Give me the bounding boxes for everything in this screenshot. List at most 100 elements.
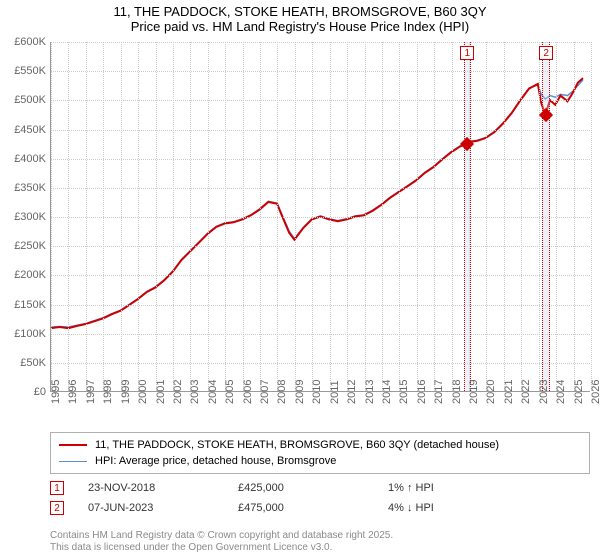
legend-item: HPI: Average price, detached house, Brom… xyxy=(59,453,581,469)
gridline-h xyxy=(51,334,590,335)
x-axis-label: 2008 xyxy=(276,380,288,404)
chart-area: 12 £0£50K£100K£150K£200K£250K£300K£350K£… xyxy=(50,42,590,412)
x-axis-label: 1995 xyxy=(50,380,62,404)
gridline-v xyxy=(225,42,226,391)
gridline-h xyxy=(51,100,590,101)
gridline-v xyxy=(539,42,540,391)
gridline-v xyxy=(156,42,157,391)
gridline-h xyxy=(51,159,590,160)
gridline-h xyxy=(51,246,590,247)
gridline-v xyxy=(452,42,453,391)
plot-region: 12 xyxy=(50,42,590,392)
x-axis-label: 1999 xyxy=(120,380,132,404)
event-row: 207-JUN-2023£475,0004% ↓ HPI xyxy=(50,498,590,518)
event-price: £475,000 xyxy=(238,502,388,514)
x-axis-label: 2020 xyxy=(485,380,497,404)
legend-item: 11, THE PADDOCK, STOKE HEATH, BROMSGROVE… xyxy=(59,437,581,453)
gridline-v xyxy=(330,42,331,391)
gridline-v xyxy=(121,42,122,391)
legend-label: 11, THE PADDOCK, STOKE HEATH, BROMSGROVE… xyxy=(95,439,499,451)
gridline-v xyxy=(260,42,261,391)
event-date: 07-JUN-2023 xyxy=(88,502,238,514)
x-axis-label: 2018 xyxy=(451,380,463,404)
event-price: £425,000 xyxy=(238,482,388,494)
gridline-v xyxy=(312,42,313,391)
gridline-h xyxy=(51,275,590,276)
y-axis-label: £150K xyxy=(14,299,46,311)
gridline-h xyxy=(51,363,590,364)
x-axis-label: 2022 xyxy=(520,380,532,404)
event-band xyxy=(542,42,550,391)
y-axis-label: £200K xyxy=(14,269,46,281)
gridline-h xyxy=(51,130,590,131)
events-table: 123-NOV-2018£425,0001% ↑ HPI207-JUN-2023… xyxy=(50,478,590,518)
y-axis-label: £250K xyxy=(14,240,46,252)
x-axis-label: 2025 xyxy=(573,380,585,404)
y-axis-label: £400K xyxy=(14,153,46,165)
event-band xyxy=(464,42,471,391)
x-axis-label: 2026 xyxy=(590,380,600,404)
gridline-v xyxy=(173,42,174,391)
x-axis-label: 2021 xyxy=(503,380,515,404)
gridline-h xyxy=(51,305,590,306)
event-badge: 1 xyxy=(50,481,64,495)
gridline-v xyxy=(591,42,592,391)
event-badge: 2 xyxy=(50,501,64,515)
gridline-h xyxy=(51,188,590,189)
x-axis-label: 1997 xyxy=(85,380,97,404)
gridline-v xyxy=(382,42,383,391)
x-axis-label: 2005 xyxy=(224,380,236,404)
y-axis-label: £500K xyxy=(14,94,46,106)
y-axis-label: £300K xyxy=(14,211,46,223)
x-axis-label: 2013 xyxy=(364,380,376,404)
x-axis-label: 2024 xyxy=(555,380,567,404)
x-axis-label: 2014 xyxy=(381,380,393,404)
gridline-v xyxy=(277,42,278,391)
y-axis-label: £600K xyxy=(14,36,46,48)
gridline-v xyxy=(556,42,557,391)
footer-line2: This data is licensed under the Open Gov… xyxy=(50,542,393,554)
y-axis-label: £350K xyxy=(14,182,46,194)
gridline-h xyxy=(51,217,590,218)
x-axis-label: 2009 xyxy=(294,380,306,404)
x-axis-label: 2016 xyxy=(416,380,428,404)
gridline-v xyxy=(68,42,69,391)
chart-subtitle: Price paid vs. HM Land Registry's House … xyxy=(0,19,600,34)
x-axis-label: 2004 xyxy=(207,380,219,404)
gridline-v xyxy=(243,42,244,391)
legend-label: HPI: Average price, detached house, Brom… xyxy=(95,455,336,467)
legend: 11, THE PADDOCK, STOKE HEATH, BROMSGROVE… xyxy=(50,432,590,474)
y-axis-label: £50K xyxy=(20,357,46,369)
gridline-v xyxy=(208,42,209,391)
gridline-v xyxy=(574,42,575,391)
gridline-v xyxy=(521,42,522,391)
x-axis-label: 2011 xyxy=(329,380,341,404)
gridline-v xyxy=(434,42,435,391)
legend-swatch xyxy=(59,461,87,462)
gridline-h xyxy=(51,71,590,72)
x-axis-label: 1996 xyxy=(67,380,79,404)
y-axis-label: £0 xyxy=(34,386,46,398)
gridline-v xyxy=(103,42,104,391)
x-axis-label: 2000 xyxy=(137,380,149,404)
x-axis-label: 2006 xyxy=(242,380,254,404)
gridline-h xyxy=(51,42,590,43)
attribution-footer: Contains HM Land Registry data © Crown c… xyxy=(50,530,393,554)
gridline-v xyxy=(295,42,296,391)
y-axis-label: £100K xyxy=(14,328,46,340)
gridline-v xyxy=(504,42,505,391)
x-axis-label: 2017 xyxy=(433,380,445,404)
y-axis-label: £550K xyxy=(14,65,46,77)
x-axis-label: 2015 xyxy=(398,380,410,404)
event-delta: 1% ↑ HPI xyxy=(388,482,508,494)
gridline-v xyxy=(86,42,87,391)
x-axis-label: 2003 xyxy=(189,380,201,404)
event-band-label: 1 xyxy=(460,46,474,60)
gridline-v xyxy=(51,42,52,391)
event-band-label: 2 xyxy=(539,46,553,60)
gridline-v xyxy=(365,42,366,391)
x-axis-label: 2023 xyxy=(538,380,550,404)
gridline-v xyxy=(417,42,418,391)
gridline-v xyxy=(190,42,191,391)
gridline-v xyxy=(399,42,400,391)
